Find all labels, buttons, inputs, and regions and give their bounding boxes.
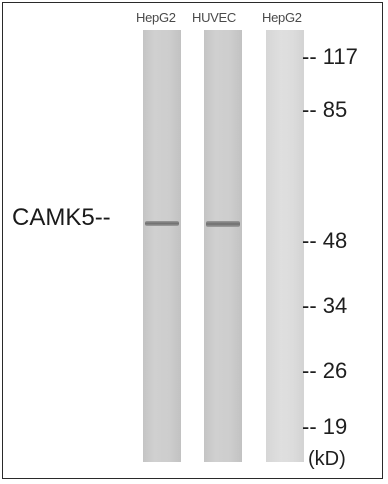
marker-48: -- 48 [302,228,348,253]
marker-85: -- 85 [302,97,348,122]
target-protein-label: CAMK5-- [12,204,111,231]
lane-label-hepg2-2: HepG2 [262,10,302,25]
marker-26: -- 26 [302,358,348,383]
camk5-band-lane-2 [206,221,240,227]
marker-19: -- 19 [302,414,348,439]
lane-label-hepg2-1: HepG2 [136,10,176,25]
lane-hepg2-1 [143,30,181,462]
lane-hepg2-2 [266,30,304,462]
blot-frame [2,2,383,479]
marker-34: -- 34 [302,293,348,318]
lane-label-huvec: HUVEC [192,10,237,25]
camk5-band-lane-1 [145,221,179,226]
marker-117: -- 117 [302,44,358,69]
unit-label: (kD) [308,448,346,470]
lane-huvec [204,30,242,462]
